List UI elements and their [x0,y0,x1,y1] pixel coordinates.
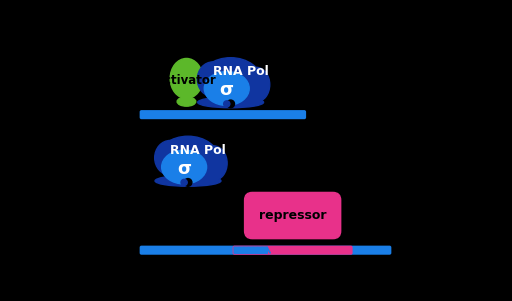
Ellipse shape [227,100,234,108]
Text: RNA Pol: RNA Pol [170,144,226,157]
FancyBboxPatch shape [140,246,391,254]
Ellipse shape [184,178,192,186]
Ellipse shape [155,141,186,175]
Text: RNA Pol: RNA Pol [213,65,269,78]
Ellipse shape [200,58,262,104]
Ellipse shape [181,179,187,185]
Ellipse shape [197,62,228,97]
Ellipse shape [204,72,249,105]
FancyBboxPatch shape [245,192,340,239]
FancyBboxPatch shape [233,246,352,254]
Text: σ: σ [177,160,191,178]
FancyBboxPatch shape [234,247,267,253]
Ellipse shape [162,150,207,184]
Ellipse shape [224,101,230,107]
Text: activator: activator [157,74,217,87]
Ellipse shape [243,67,270,102]
Ellipse shape [200,146,227,181]
Ellipse shape [157,136,219,182]
Ellipse shape [198,97,264,108]
Ellipse shape [155,175,221,186]
Text: repressor: repressor [259,209,326,222]
Text: σ: σ [220,81,234,99]
Ellipse shape [177,97,196,106]
Ellipse shape [170,58,203,98]
FancyBboxPatch shape [140,111,306,119]
